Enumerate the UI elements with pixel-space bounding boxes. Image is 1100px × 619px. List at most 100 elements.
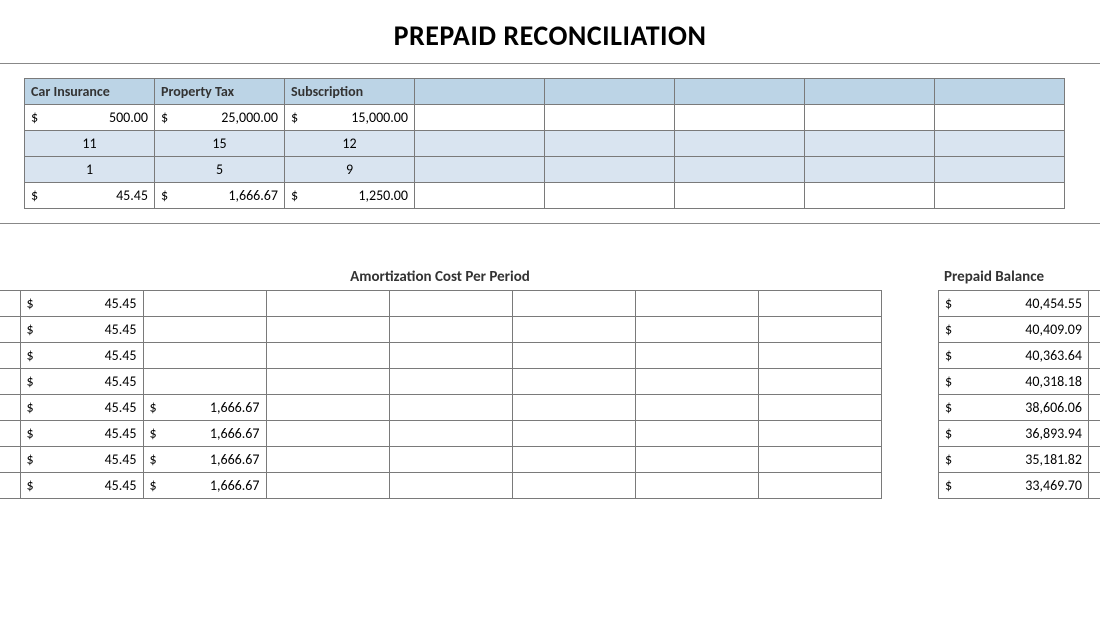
summary-header-cell: [935, 79, 1065, 105]
balance-cell: $40,409.09: [939, 317, 1089, 343]
amort-lead-cell: [0, 447, 20, 473]
summary-cell: [545, 157, 675, 183]
amort-cell: [758, 395, 881, 421]
amort-cell: [635, 369, 758, 395]
summary-header-cell: Car Insurance: [25, 79, 155, 105]
summary-cell: [805, 105, 935, 131]
balance-cell: $36,893.94: [939, 421, 1089, 447]
summary-cell: [675, 183, 805, 209]
summary-cell: [415, 157, 545, 183]
amort-cell: $45.45: [20, 473, 143, 499]
balance-cell: $40,318.18: [939, 369, 1089, 395]
amortization-title: Amortization Cost Per Period: [0, 268, 880, 286]
amort-cell: $45.45: [20, 317, 143, 343]
summary-header-cell: [545, 79, 675, 105]
amort-cell: [635, 343, 758, 369]
summary-header-cell: Property Tax: [155, 79, 285, 105]
amort-cell: [512, 343, 635, 369]
summary-cell: [935, 131, 1065, 157]
summary-cell: $1,250.00: [285, 183, 415, 209]
summary-header-cell: [805, 79, 935, 105]
amort-cell: [635, 421, 758, 447]
amortization-table: $45.45$45.45$45.45$45.45$45.45$1,666.67$…: [0, 290, 882, 499]
amort-cell: [389, 473, 512, 499]
amort-cell: [143, 369, 266, 395]
summary-cell: [415, 183, 545, 209]
summary-cell: [935, 157, 1065, 183]
balance-cell: $38,606.06: [939, 395, 1089, 421]
amort-cell: [389, 317, 512, 343]
balance-title: Prepaid Balance: [940, 268, 1100, 286]
summary-cell: 1: [25, 157, 155, 183]
amort-cell: [758, 421, 881, 447]
balance-cell: $33,469.70: [939, 473, 1089, 499]
summary-table: Car InsuranceProperty TaxSubscription $5…: [24, 78, 1065, 209]
amort-cell: [635, 473, 758, 499]
balance-tail-cell: [1089, 395, 1100, 421]
summary-cell: $500.00: [25, 105, 155, 131]
amort-cell: $1,666.67: [143, 421, 266, 447]
amort-cell: $45.45: [20, 421, 143, 447]
balance-tail-cell: [1089, 421, 1100, 447]
summary-cell: [675, 157, 805, 183]
amort-cell: $45.45: [20, 447, 143, 473]
balance-tail-cell: [1089, 317, 1100, 343]
balance-tail-cell: [1089, 473, 1100, 499]
balance-tail-cell: [1089, 343, 1100, 369]
lower-section: Amortization Cost Per Period Prepaid Bal…: [0, 268, 1100, 286]
summary-cell: [805, 131, 935, 157]
amort-cell: $45.45: [20, 369, 143, 395]
summary-cell: [415, 105, 545, 131]
summary-cell: 12: [285, 131, 415, 157]
balance-cell: $35,181.82: [939, 447, 1089, 473]
summary-cell: [805, 183, 935, 209]
page-title: PREPAID RECONCILIATION: [0, 0, 1100, 63]
amort-cell: [266, 343, 389, 369]
amort-lead-cell: [0, 317, 20, 343]
amort-cell: [512, 291, 635, 317]
summary-header-cell: [675, 79, 805, 105]
amort-cell: [512, 421, 635, 447]
summary-cell: $15,000.00: [285, 105, 415, 131]
amort-cell: [635, 395, 758, 421]
summary-body: $500.00$25,000.00$15,000.00111512159$45.…: [25, 105, 1065, 209]
amort-cell: [512, 369, 635, 395]
summary-cell: $25,000.00: [155, 105, 285, 131]
amort-cell: $45.45: [20, 291, 143, 317]
summary-cell: $45.45: [25, 183, 155, 209]
summary-cell: [545, 131, 675, 157]
amort-cell: [266, 395, 389, 421]
amort-lead-cell: [0, 369, 20, 395]
amort-lead-cell: [0, 421, 20, 447]
summary-cell: [545, 183, 675, 209]
amort-cell: [389, 343, 512, 369]
summary-cell: [675, 131, 805, 157]
summary-header-cell: [415, 79, 545, 105]
summary-header-cell: Subscription: [285, 79, 415, 105]
summary-header-row: Car InsuranceProperty TaxSubscription: [25, 79, 1065, 105]
balance-tail-cell: [1089, 291, 1100, 317]
rule-mid: [0, 223, 1100, 224]
amort-cell: [758, 317, 881, 343]
amort-cell: [758, 473, 881, 499]
amort-cell: [512, 473, 635, 499]
amort-cell: [266, 317, 389, 343]
balance-body: $40,454.55$40,409.09$40,363.64$40,318.18…: [939, 291, 1100, 499]
summary-cell: [805, 157, 935, 183]
amort-cell: [758, 447, 881, 473]
summary-cell: 11: [25, 131, 155, 157]
summary-cell: [935, 105, 1065, 131]
summary-cell: 5: [155, 157, 285, 183]
amort-cell: [266, 369, 389, 395]
summary-cell: 15: [155, 131, 285, 157]
amort-cell: [389, 291, 512, 317]
amort-lead-cell: [0, 473, 20, 499]
amort-cell: [635, 447, 758, 473]
summary-cell: [675, 105, 805, 131]
amort-body: $45.45$45.45$45.45$45.45$45.45$1,666.67$…: [0, 291, 881, 499]
amort-cell: [758, 369, 881, 395]
amort-cell: [758, 343, 881, 369]
balance-cell: $40,454.55: [939, 291, 1089, 317]
amort-cell: [266, 421, 389, 447]
amort-cell: [758, 291, 881, 317]
